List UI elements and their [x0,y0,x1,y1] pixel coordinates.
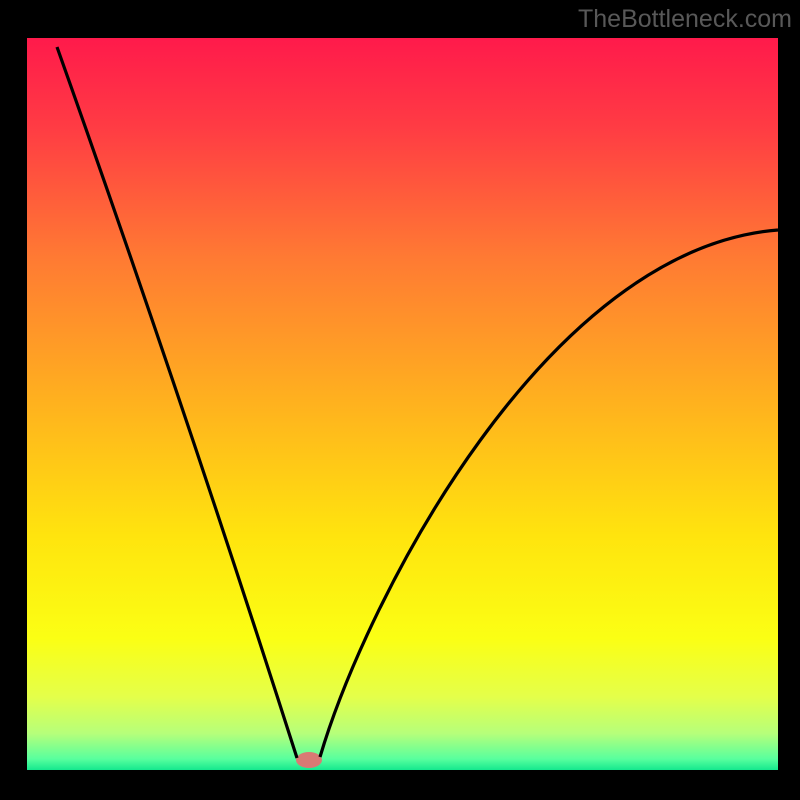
optimal-point-marker [296,752,322,768]
left-curve [57,47,297,758]
chart-frame [0,0,800,800]
plot-area [27,38,778,770]
curve-layer [27,38,778,770]
watermark-text: TheBottleneck.com [578,5,792,34]
right-curve [320,230,778,757]
